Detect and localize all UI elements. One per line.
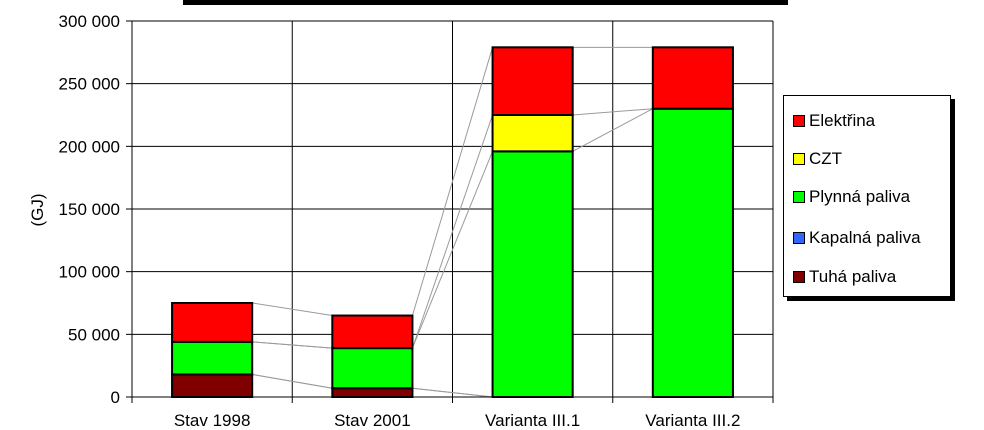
y-tick-label: 50 000	[68, 325, 120, 344]
series-line	[412, 387, 493, 398]
bar-segment	[331, 387, 414, 398]
legend-label: Kapalná paliva	[809, 228, 921, 247]
series-line	[252, 302, 333, 317]
series-lines	[252, 46, 654, 398]
series-line	[411, 114, 494, 349]
legend-label: Plynná paliva	[809, 187, 911, 206]
y-tick-label: 100 000	[59, 263, 120, 282]
x-tick-label: Varianta III.2	[645, 411, 740, 430]
bar-segment	[331, 347, 414, 390]
legend-swatch	[793, 232, 805, 244]
y-tick-label: 0	[111, 388, 120, 407]
x-tick-label: Varianta III.1	[485, 411, 580, 430]
x-tick-labels: Stav 1998 Stav 2001 Varianta III.1 Varianta…	[174, 411, 741, 430]
series-line	[411, 151, 494, 349]
legend-label: CZT	[809, 149, 843, 168]
y-tick-label: 150 000	[59, 200, 120, 219]
legend-item-czt: CZT	[793, 148, 842, 170]
y-tick-labels: 0 50 000 100 000 150 000 200 000 250 000 300 0…	[59, 12, 120, 407]
bar-segment	[171, 373, 254, 399]
bar-segment	[491, 46, 574, 116]
bar-segment	[171, 340, 254, 376]
bar-segment	[331, 314, 414, 350]
series-line	[572, 108, 653, 116]
legend: Elektřina CZT Plynná paliva Kapalná pali…	[783, 95, 951, 297]
series-line	[252, 373, 333, 389]
y-axis-label: (GJ)	[28, 193, 47, 226]
y-tick-label: 200 000	[59, 137, 120, 156]
legend-item-kapalna-paliva: Kapalná paliva	[793, 227, 921, 249]
y-tick-label: 300 000	[59, 12, 120, 31]
bar-segment	[491, 150, 574, 398]
legend-swatch	[793, 271, 805, 283]
series-line	[572, 108, 654, 152]
series-line	[252, 341, 333, 349]
bar-segment	[491, 114, 574, 153]
legend-item-tuha-paliva: Tuhá paliva	[793, 266, 896, 288]
legend-label: Elektřina	[809, 111, 876, 130]
legend-swatch	[793, 115, 805, 127]
series-line	[411, 47, 494, 316]
axes	[126, 20, 774, 403]
x-tick-label: Stav 1998	[174, 411, 251, 430]
x-tick-label: Stav 2001	[334, 411, 411, 430]
bar-segment	[651, 46, 734, 110]
bar-segment	[651, 107, 734, 398]
legend-item-plynna-paliva: Plynná paliva	[793, 186, 910, 208]
legend-swatch	[793, 191, 805, 203]
bars	[171, 46, 734, 399]
legend-item-elektrina: Elektřina	[793, 110, 875, 132]
legend-swatch	[793, 153, 805, 165]
bar-segment	[171, 302, 254, 343]
legend-label: Tuhá paliva	[809, 267, 897, 286]
title-bar	[183, 0, 788, 5]
y-tick-label: 250 000	[59, 75, 120, 94]
